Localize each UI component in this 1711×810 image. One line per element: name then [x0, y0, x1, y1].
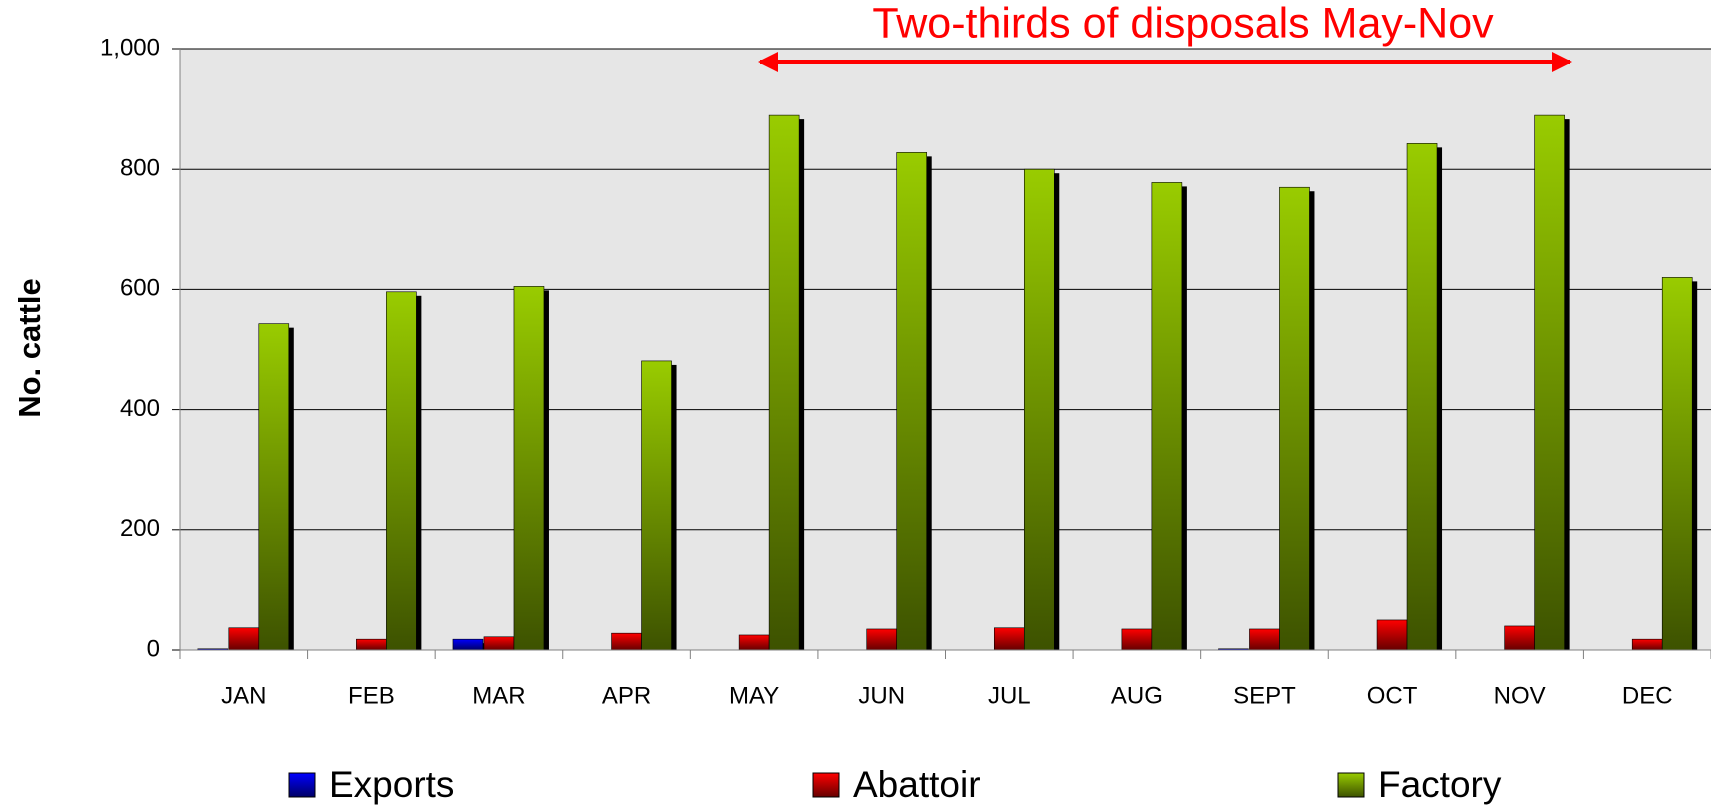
- y-tick-label: 1,000: [100, 34, 160, 61]
- bar: [258, 323, 290, 651]
- x-tick-label: AUG: [1111, 682, 1163, 709]
- bar: [1279, 186, 1310, 651]
- y-tick-label: 600: [120, 275, 160, 302]
- bar: [1504, 625, 1535, 651]
- x-tick-label: JUL: [988, 682, 1031, 709]
- legend-swatch: [812, 772, 840, 798]
- bar: [1151, 182, 1183, 651]
- x-tick-label: NOV: [1494, 682, 1546, 709]
- bar: [228, 627, 260, 651]
- bar: [1121, 628, 1153, 651]
- legend-swatch: [1337, 772, 1365, 798]
- bar: [386, 291, 417, 651]
- bar: [1661, 277, 1693, 651]
- legend-label: Factory: [1378, 764, 1502, 805]
- legend-label: Abattoir: [853, 764, 981, 805]
- x-tick-label: FEB: [348, 682, 395, 709]
- bar: [993, 627, 1025, 651]
- bar: [1631, 638, 1663, 651]
- y-tick-label: 0: [147, 635, 160, 662]
- y-tick-label: 800: [120, 155, 160, 182]
- bar: [1249, 628, 1280, 651]
- x-tick-label: MAY: [729, 682, 779, 709]
- annotation: Two-thirds of disposals May-Nov: [872, 0, 1494, 47]
- y-tick-label: 200: [120, 515, 160, 542]
- x-tick-label: APR: [602, 682, 651, 709]
- plot-area: [180, 49, 1711, 650]
- bar: [611, 632, 642, 651]
- bar: [641, 360, 672, 651]
- bar: [483, 636, 515, 651]
- bar: [513, 286, 545, 651]
- bar: [866, 628, 898, 651]
- bar: [452, 638, 484, 651]
- bar: [356, 638, 387, 651]
- x-tick-label: JAN: [221, 682, 266, 709]
- bar: [896, 152, 928, 651]
- x-tick-label: MAR: [472, 682, 525, 709]
- x-tick-label: SEPT: [1233, 682, 1296, 709]
- bar: [768, 114, 800, 651]
- bar: [738, 634, 770, 651]
- bar: [1534, 114, 1565, 651]
- x-tick-label: JUN: [858, 682, 905, 709]
- legend-label: Exports: [329, 764, 454, 805]
- bar: [1376, 619, 1408, 651]
- legend-swatch: [288, 772, 316, 798]
- y-axis-label: No. cattle: [12, 278, 47, 418]
- bar: [1023, 168, 1055, 651]
- x-tick-label: DEC: [1622, 682, 1673, 709]
- y-tick-label: 400: [120, 395, 160, 422]
- x-tick-label: OCT: [1367, 682, 1418, 709]
- bar: [1406, 143, 1438, 651]
